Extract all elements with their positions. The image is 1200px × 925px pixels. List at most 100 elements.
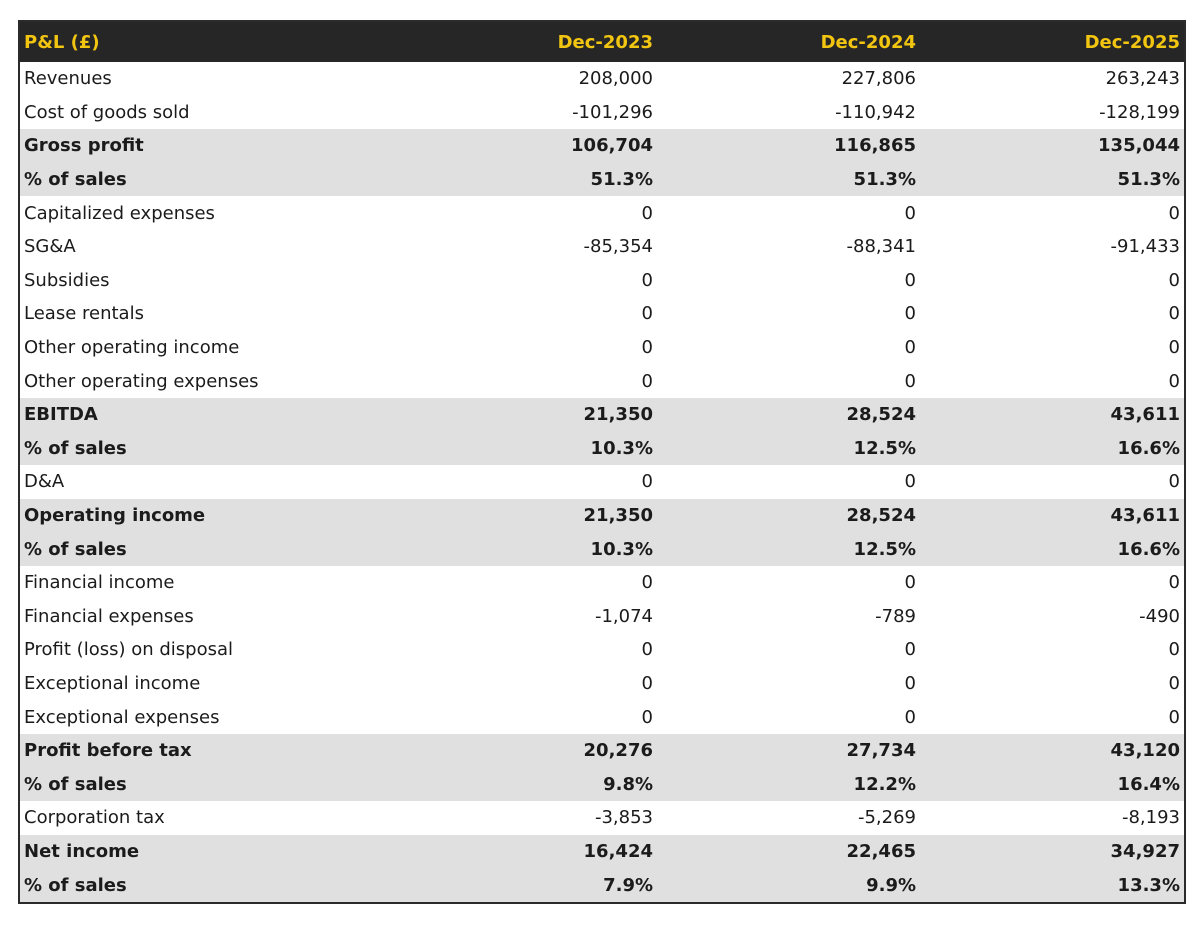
row-value-2024: 0 <box>904 639 916 661</box>
row-value-2023: 21,350 <box>583 404 653 426</box>
row-label: Financial expenses <box>24 605 194 627</box>
row-value-2025: 16.6% <box>1117 437 1180 459</box>
table-row: Capitalized expenses 0 0 0 <box>20 196 1184 230</box>
row-label: D&A <box>24 471 65 493</box>
row-value-2025: -490 <box>1139 605 1180 627</box>
row-value-2023: 106,704 <box>571 135 653 157</box>
row-value-2025: 43,120 <box>1110 740 1180 762</box>
table-row: Lease rentals 0 0 0 <box>20 297 1184 331</box>
row-value-2025: 263,243 <box>1105 68 1180 90</box>
row-value-2024: 0 <box>904 672 916 694</box>
row-value-2025: 43,611 <box>1110 505 1180 527</box>
row-label: % of sales <box>24 169 127 191</box>
row-value-2023: 208,000 <box>578 68 653 90</box>
row-value-2024: 0 <box>904 706 916 728</box>
row-value-2025: 135,044 <box>1098 135 1180 157</box>
row-value-2024: -789 <box>875 605 916 627</box>
row-value-2025: 0 <box>1168 303 1180 325</box>
table-row: EBITDA 21,350 28,524 43,611 <box>20 397 1184 432</box>
row-value-2024: 12.2% <box>853 773 916 795</box>
row-value-2023: 0 <box>641 337 653 359</box>
row-value-2024: 0 <box>904 572 916 594</box>
row-value-2025: 0 <box>1168 672 1180 694</box>
row-value-2024: 28,524 <box>846 505 916 527</box>
table-row: Cost of goods sold -101,296 -110,942 -12… <box>20 95 1184 130</box>
row-value-2025: -91,433 <box>1110 236 1180 258</box>
row-value-2025: -128,199 <box>1099 101 1180 123</box>
row-label: EBITDA <box>24 404 98 426</box>
row-value-2023: 7.9% <box>603 874 653 896</box>
row-label: Exceptional expenses <box>24 706 220 728</box>
table-row: Corporation tax -3,853 -5,269 -8,193 <box>20 801 1184 835</box>
row-value-2024: 227,806 <box>841 68 916 90</box>
header-dec-2024: Dec-2024 <box>820 31 916 53</box>
row-value-2025: 0 <box>1168 269 1180 291</box>
table-header: P&L (£) Dec-2023 Dec-2024 Dec-2025 <box>20 22 1184 62</box>
row-value-2023: 0 <box>641 572 653 594</box>
row-value-2025: 16.4% <box>1117 773 1180 795</box>
table-row: Financial expenses -1,074 -789 -490 <box>20 599 1184 634</box>
row-value-2023: 0 <box>641 639 653 661</box>
row-value-2023: -101,296 <box>572 101 653 123</box>
row-label: % of sales <box>24 437 127 459</box>
row-value-2024: 0 <box>904 370 916 392</box>
row-value-2025: -8,193 <box>1121 807 1180 829</box>
table-row: Gross profit 106,704 116,865 135,044 <box>20 129 1184 163</box>
row-value-2023: 51.3% <box>590 169 653 191</box>
table-row: SG&A -85,354 -88,341 -91,433 <box>20 229 1184 264</box>
row-value-2025: 13.3% <box>1117 874 1180 896</box>
row-label: Other operating income <box>24 337 240 359</box>
row-label: Profit (loss) on disposal <box>24 639 234 661</box>
table-row: D&A 0 0 0 <box>20 465 1184 499</box>
table-row: % of sales 7.9% 9.9% 13.3% <box>20 868 1184 902</box>
table-row: Other operating expenses 0 0 0 <box>20 364 1184 398</box>
table-row: Net income 16,424 22,465 34,927 <box>20 834 1184 869</box>
row-label: Lease rentals <box>24 303 144 325</box>
row-label: Operating income <box>24 505 206 527</box>
row-label: % of sales <box>24 874 127 896</box>
table-row: Other operating income 0 0 0 <box>20 330 1184 365</box>
table-row: % of sales 10.3% 12.5% 16.6% <box>20 532 1184 566</box>
row-label: Exceptional income <box>24 672 201 694</box>
row-value-2024: 22,465 <box>846 840 916 862</box>
header-dec-2023: Dec-2023 <box>557 31 653 53</box>
header-label: P&L (£) <box>24 31 100 53</box>
row-value-2023: 9.8% <box>603 773 653 795</box>
row-value-2024: -88,341 <box>846 236 916 258</box>
row-value-2023: 0 <box>641 672 653 694</box>
table-row: Financial income 0 0 0 <box>20 565 1184 600</box>
header-dec-2025: Dec-2025 <box>1084 31 1180 53</box>
row-value-2024: -110,942 <box>835 101 916 123</box>
row-value-2024: 28,524 <box>846 404 916 426</box>
row-value-2023: 0 <box>641 706 653 728</box>
row-label: Net income <box>24 840 140 862</box>
table-row: Exceptional expenses 0 0 0 <box>20 700 1184 734</box>
row-value-2023: 0 <box>641 370 653 392</box>
table-row: Profit before tax 20,276 27,734 43,120 <box>20 733 1184 768</box>
row-value-2025: 34,927 <box>1110 840 1180 862</box>
row-value-2025: 0 <box>1168 337 1180 359</box>
row-value-2023: -3,853 <box>594 807 653 829</box>
row-label: Corporation tax <box>24 807 165 829</box>
table-row: Profit (loss) on disposal 0 0 0 <box>20 633 1184 667</box>
table-row: % of sales 51.3% 51.3% 51.3% <box>20 162 1184 197</box>
row-value-2025: 0 <box>1168 471 1180 493</box>
row-value-2023: 20,276 <box>583 740 653 762</box>
row-value-2023: 0 <box>641 269 653 291</box>
row-value-2024: 0 <box>904 269 916 291</box>
row-label: Subsidies <box>24 269 110 291</box>
table-row: % of sales 10.3% 12.5% 16.6% <box>20 431 1184 466</box>
row-value-2023: 21,350 <box>583 505 653 527</box>
row-value-2023: 16,424 <box>583 840 653 862</box>
row-value-2024: 51.3% <box>853 169 916 191</box>
row-label: Revenues <box>24 68 112 90</box>
row-label: Other operating expenses <box>24 370 259 392</box>
row-value-2023: 10.3% <box>590 538 653 560</box>
row-value-2023: 0 <box>641 471 653 493</box>
row-value-2024: 0 <box>904 303 916 325</box>
row-label: Capitalized expenses <box>24 202 215 224</box>
row-label: Profit before tax <box>24 740 192 762</box>
row-value-2024: 9.9% <box>866 874 916 896</box>
row-value-2025: 0 <box>1168 572 1180 594</box>
table-row: Exceptional income 0 0 0 <box>20 666 1184 701</box>
